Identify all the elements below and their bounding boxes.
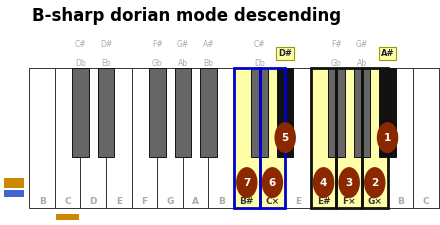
Text: B: B: [218, 197, 225, 206]
Bar: [98, 68, 114, 157]
Text: Db: Db: [254, 59, 265, 68]
Bar: [157, 68, 183, 208]
Bar: [72, 68, 89, 157]
Bar: [285, 68, 311, 208]
Bar: [149, 68, 165, 157]
Circle shape: [377, 122, 398, 153]
Bar: [175, 68, 191, 157]
Text: 7: 7: [243, 178, 250, 188]
Bar: [4, 190, 24, 197]
Bar: [336, 68, 362, 208]
Text: D#: D#: [100, 40, 112, 49]
Bar: [234, 68, 260, 208]
Bar: [260, 68, 285, 208]
Bar: [29, 68, 55, 208]
Text: B: B: [397, 197, 404, 206]
Circle shape: [338, 167, 360, 198]
Text: F×: F×: [342, 197, 356, 206]
Text: G×: G×: [367, 197, 382, 206]
Bar: [132, 68, 157, 208]
Text: Db: Db: [75, 59, 86, 68]
Bar: [413, 68, 439, 208]
Text: 4: 4: [320, 178, 327, 188]
Text: 5: 5: [282, 133, 289, 143]
Text: D: D: [89, 197, 97, 206]
Bar: [209, 68, 234, 208]
Text: E: E: [116, 197, 122, 206]
Bar: [200, 68, 217, 157]
Text: F#: F#: [331, 40, 342, 49]
Text: E#: E#: [317, 197, 330, 206]
Text: E: E: [295, 197, 301, 206]
Text: A#: A#: [381, 49, 394, 58]
Bar: [277, 68, 293, 157]
Text: A: A: [192, 197, 199, 206]
Circle shape: [313, 167, 334, 198]
Text: Gb: Gb: [152, 59, 163, 68]
Bar: [56, 214, 79, 220]
Text: D#: D#: [278, 49, 292, 58]
Bar: [362, 68, 388, 208]
Text: C#: C#: [254, 40, 265, 49]
Text: Eb: Eb: [101, 59, 111, 68]
Text: Ab: Ab: [357, 59, 367, 68]
Text: G#: G#: [356, 40, 368, 49]
Bar: [379, 68, 396, 157]
Text: B: B: [39, 197, 45, 206]
Bar: [336, 68, 362, 208]
Text: 6: 6: [269, 178, 276, 188]
Text: A#: A#: [202, 40, 214, 49]
Text: Ab: Ab: [178, 59, 188, 68]
Text: G#: G#: [177, 40, 189, 49]
Text: B-sharp dorian mode descending: B-sharp dorian mode descending: [33, 7, 341, 25]
Text: G: G: [166, 197, 174, 206]
Circle shape: [236, 167, 257, 198]
Bar: [311, 68, 336, 208]
Circle shape: [364, 167, 385, 198]
Bar: [81, 68, 106, 208]
Bar: [4, 178, 24, 188]
Circle shape: [275, 122, 296, 153]
Text: F: F: [141, 197, 147, 206]
Text: Bb: Bb: [203, 59, 213, 68]
Bar: [388, 68, 413, 208]
Bar: [311, 68, 336, 208]
Text: C: C: [422, 197, 429, 206]
Bar: [183, 68, 209, 208]
Bar: [354, 68, 370, 157]
Text: 3: 3: [345, 178, 353, 188]
Bar: [234, 68, 260, 208]
Text: C×: C×: [265, 197, 279, 206]
Text: 1: 1: [384, 133, 391, 143]
Bar: [362, 68, 388, 208]
Text: 2: 2: [371, 178, 378, 188]
Text: C#: C#: [75, 40, 86, 49]
Text: B#: B#: [240, 197, 254, 206]
Bar: [55, 68, 81, 208]
Bar: [328, 68, 345, 157]
Bar: [106, 68, 132, 208]
Bar: [251, 68, 268, 157]
Text: Gb: Gb: [331, 59, 342, 68]
Text: C: C: [64, 197, 71, 206]
Circle shape: [262, 167, 283, 198]
Text: basicmusictheory.com: basicmusictheory.com: [11, 64, 17, 138]
Text: F#: F#: [152, 40, 163, 49]
Bar: [260, 68, 285, 208]
